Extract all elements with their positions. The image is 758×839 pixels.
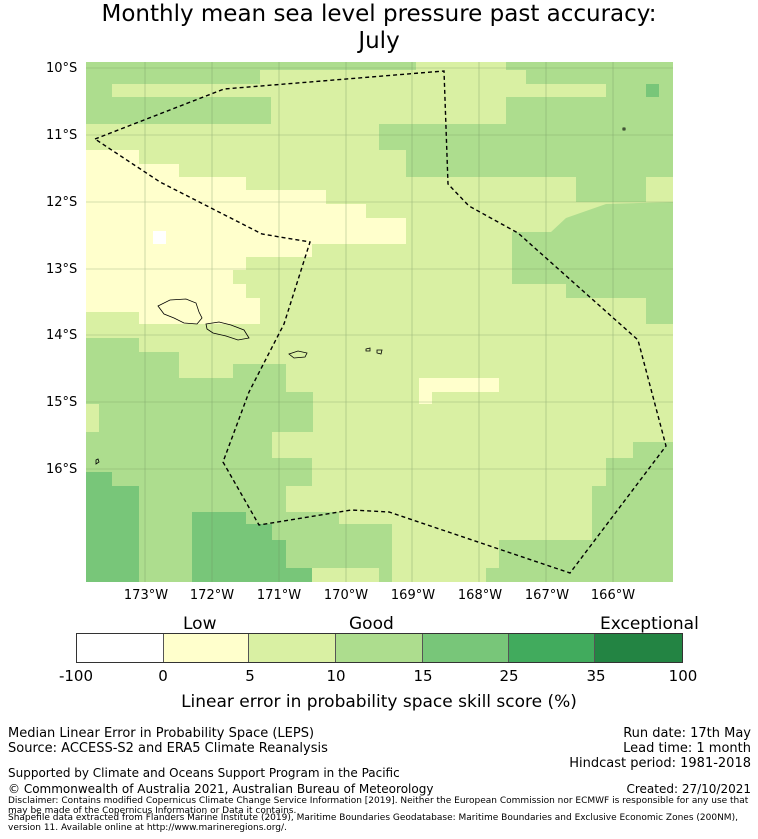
source-text: Source: ACCESS-S2 and ERA5 Climate Reana…	[8, 741, 328, 756]
region-good	[86, 338, 139, 378]
shapefile-credit-text: Shapefile data extracted from Flanders M…	[8, 813, 738, 833]
lat-label-13s: 13°S	[46, 262, 78, 277]
lat-label-11s: 11°S	[46, 128, 78, 143]
lat-label-12s: 12°S	[46, 195, 78, 210]
colorbar-tick: 10	[326, 667, 346, 685]
region-good	[486, 442, 673, 582]
skill-score-regions	[86, 62, 673, 582]
lon-label-168w: 168°W	[457, 588, 503, 603]
lat-label-15s: 15°S	[46, 395, 78, 410]
lon-label-171w: 171°W	[256, 588, 302, 603]
colorbar-tick: 0	[158, 667, 168, 685]
lon-label-170w: 170°W	[323, 588, 369, 603]
colorbar-tick: 15	[413, 667, 433, 685]
island-islet	[95, 458, 100, 465]
region-good	[86, 62, 416, 124]
colorbar-tick: 5	[245, 667, 255, 685]
lon-label-169w: 169°W	[390, 588, 436, 603]
copyright-text: © Commonwealth of Australia 2021, Austra…	[8, 782, 434, 796]
eez-boundary	[93, 70, 667, 574]
colorbar-label: Linear error in probability space skill …	[181, 692, 577, 712]
lon-label-172w: 172°W	[189, 588, 235, 603]
region-good	[379, 62, 673, 202]
region-good	[86, 338, 392, 582]
lat-label-16s: 16°S	[46, 462, 78, 477]
region-white	[153, 231, 166, 244]
hindcast-text: Hindcast period: 1981-2018	[569, 756, 751, 771]
created-text: Created: 27/10/2021	[626, 782, 751, 796]
graticule-lines	[86, 62, 673, 582]
colorbar-tick: 35	[586, 667, 606, 685]
colorbar-tick: 100	[668, 667, 698, 685]
colorbar-tick: -100	[58, 667, 94, 685]
region-low	[419, 392, 432, 404]
island-tutuila	[288, 350, 308, 359]
lat-label-14s: 14°S	[46, 328, 78, 343]
island-swains	[622, 127, 626, 131]
colorbar-word-low: Low	[183, 614, 217, 634]
lon-label-166w: 166°W	[590, 588, 636, 603]
island-savaii	[157, 298, 203, 325]
skill-score-map	[86, 62, 673, 582]
lon-label-167w: 167°W	[524, 588, 570, 603]
run-date-text: Run date: 17th May	[623, 726, 751, 741]
chart-title-line2: July	[358, 28, 400, 54]
chart-title-line1: Monthly mean sea level pressure past acc…	[101, 1, 657, 27]
colorbar-segment-good	[336, 634, 423, 662]
island-tau	[376, 349, 383, 355]
colorbar-tick: 25	[499, 667, 519, 685]
colorbar-word-good: Good	[349, 614, 394, 634]
region-good-high	[646, 84, 659, 97]
island-upolu	[205, 321, 250, 341]
colorbar-segment-exceptional	[595, 634, 683, 662]
method-text: Median Linear Error in Probability Space…	[8, 726, 315, 741]
region-good	[512, 202, 673, 324]
colorbar-segment-very-good	[508, 634, 596, 662]
region-low	[86, 150, 406, 324]
colorbar-segment-good-high	[422, 634, 509, 662]
colorbar-segment-good-low	[249, 634, 337, 662]
colorbar-word-exceptional: Exceptional	[600, 614, 699, 634]
colorbar-segment-white	[77, 634, 164, 662]
lat-label-10s: 10°S	[46, 61, 78, 76]
colorbar-segment-low	[163, 634, 250, 662]
island-ofu	[365, 347, 371, 352]
island-outlines	[95, 127, 626, 465]
colorbar	[76, 633, 683, 663]
lead-time-text: Lead time: 1 month	[623, 741, 751, 756]
support-text: Supported by Climate and Oceans Support …	[8, 766, 400, 780]
region-good-high	[86, 472, 139, 582]
disclaimer-text: Disclaimer: Contains modified Copernicus…	[8, 796, 749, 816]
region-low	[419, 378, 499, 392]
region-good-high	[192, 512, 312, 582]
lon-label-173w: 173°W	[123, 588, 169, 603]
